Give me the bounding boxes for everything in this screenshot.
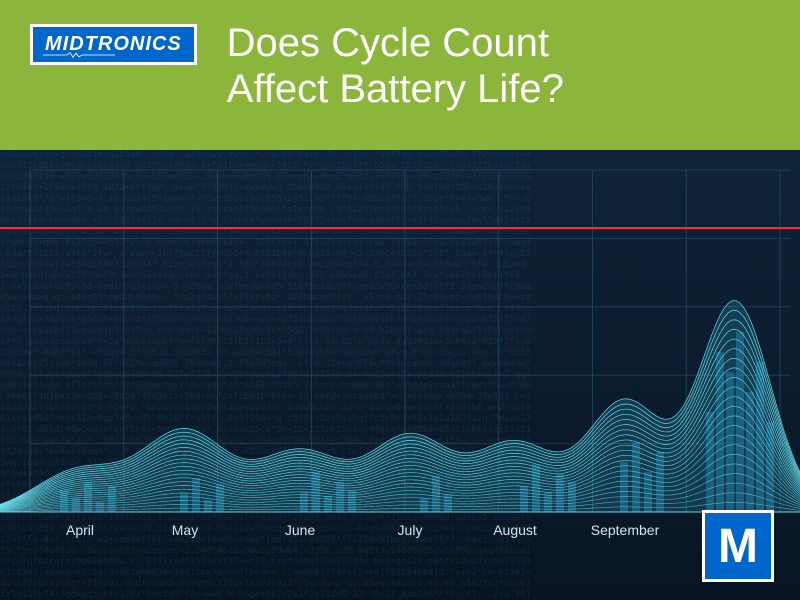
x-label-august: August [493, 522, 537, 538]
midtronics-logo: MIDTRONICS [30, 24, 197, 65]
m-badge-logo: M [702, 510, 774, 582]
x-label-may: May [172, 522, 198, 538]
x-axis-labels: AprilMayJuneJulyAugustSeptemberOctober [0, 522, 800, 542]
x-label-september: September [591, 522, 659, 538]
headline-line1: Does Cycle Count [227, 20, 564, 66]
chart-area: 6=26wwq7++xq*z62d1exq2b5a67-e55a--q256zw… [0, 150, 800, 600]
m-badge-letter: M [718, 519, 758, 574]
x-label-april: April [66, 522, 94, 538]
header-banner: MIDTRONICS Does Cycle Count Affect Batte… [0, 0, 800, 150]
x-label-june: June [285, 522, 315, 538]
logo-pulse-icon [43, 52, 115, 58]
headline-line2: Affect Battery Life? [227, 66, 564, 112]
infographic-root: MIDTRONICS Does Cycle Count Affect Batte… [0, 0, 800, 600]
headline: Does Cycle Count Affect Battery Life? [227, 20, 564, 112]
x-label-july: July [398, 522, 423, 538]
